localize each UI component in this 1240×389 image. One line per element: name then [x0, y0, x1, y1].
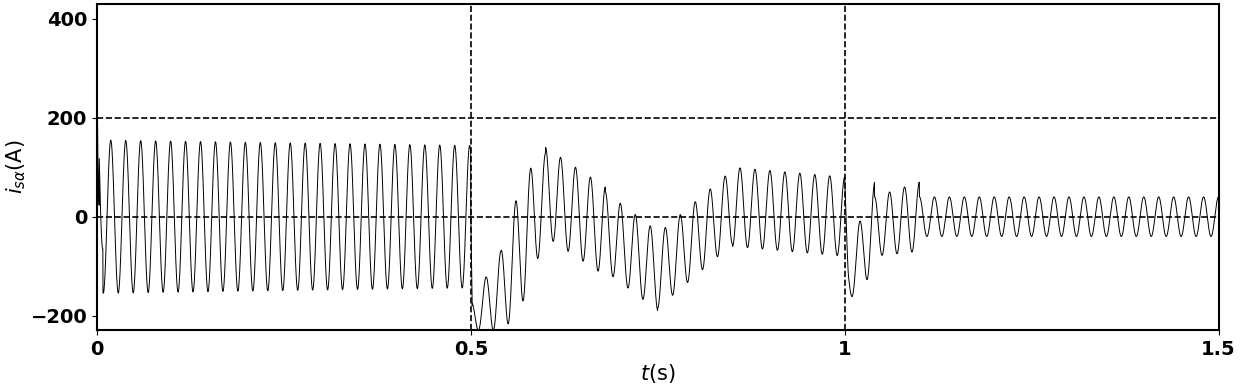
- X-axis label: $t\rm{(s)}$: $t\rm{(s)}$: [640, 362, 676, 385]
- Y-axis label: $i_{s\alpha}\rm{(A)}$: $i_{s\alpha}\rm{(A)}$: [4, 140, 27, 194]
